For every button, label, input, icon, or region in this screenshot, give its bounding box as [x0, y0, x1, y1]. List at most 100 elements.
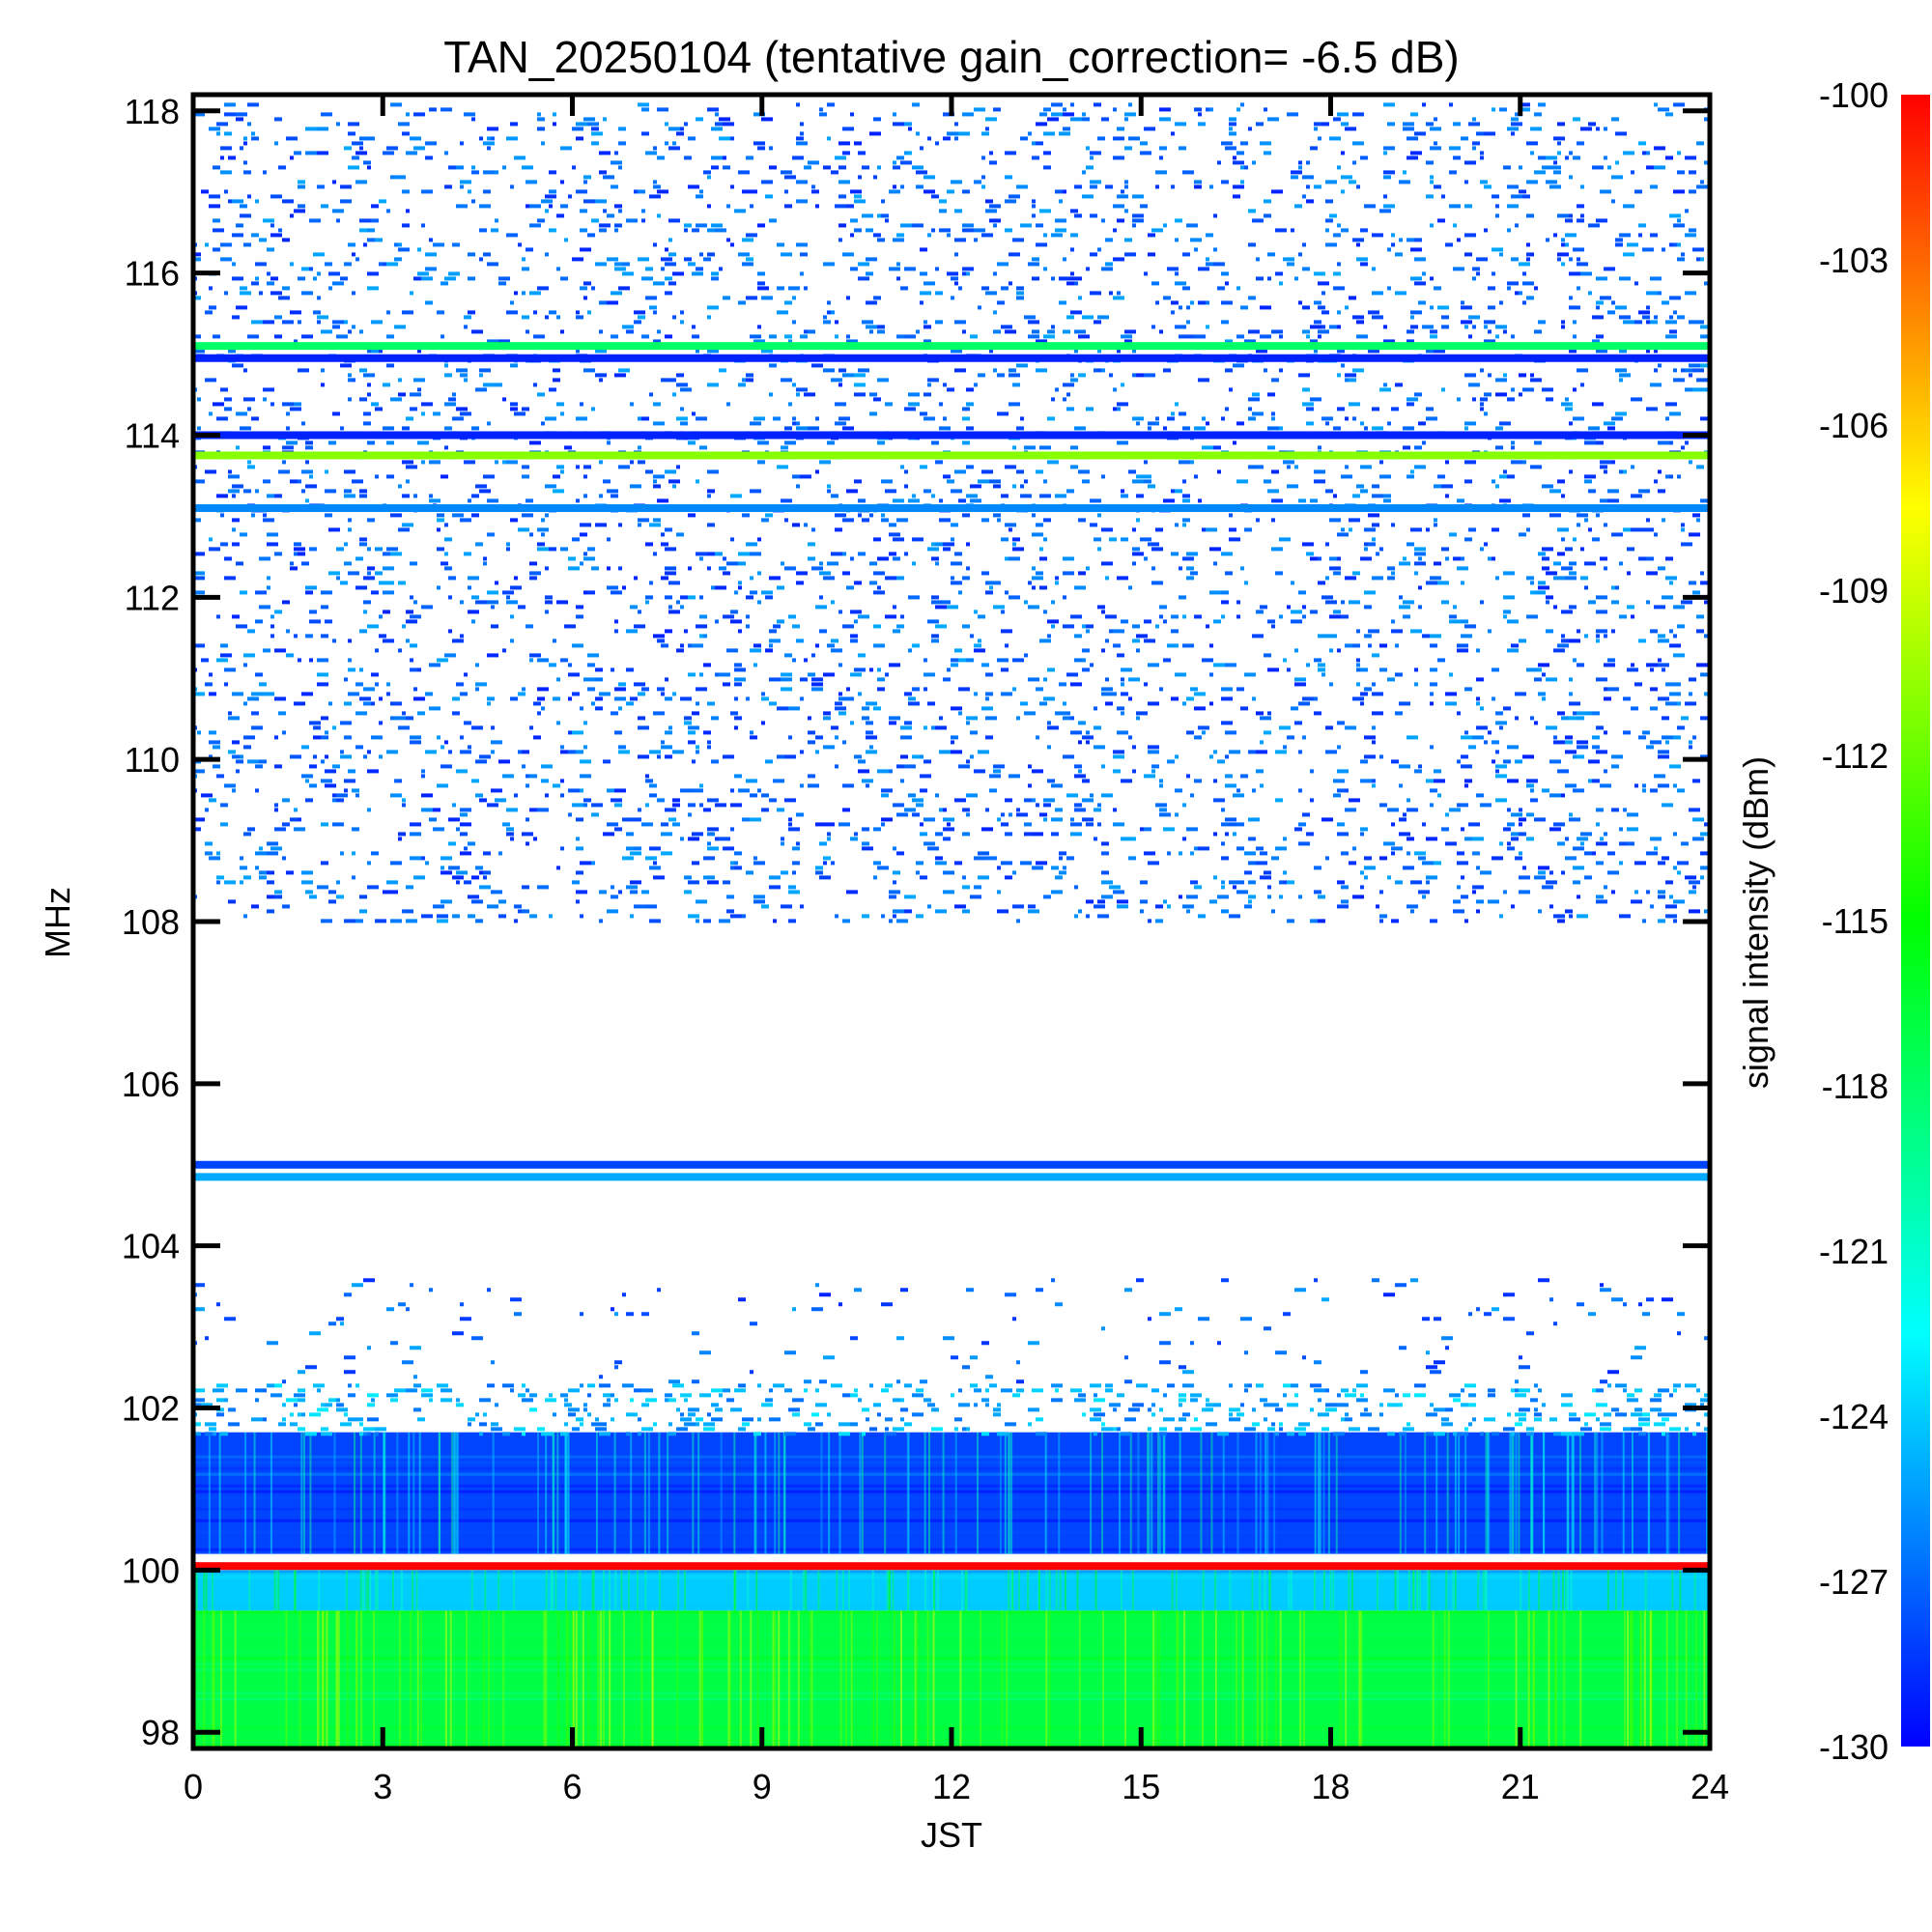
heatmap-streak	[234, 1610, 237, 1748]
heatmap-streak	[893, 1610, 895, 1748]
heatmap-cell	[1136, 518, 1140, 523]
heatmap-cell	[893, 629, 900, 634]
heatmap-cell	[1182, 252, 1190, 257]
heatmap-cell	[1256, 711, 1264, 716]
heatmap-streak	[772, 1610, 775, 1748]
heatmap-cell	[618, 706, 622, 711]
heatmap-cell	[692, 1379, 699, 1384]
heatmap-streak	[595, 1432, 598, 1554]
heatmap-cell	[823, 711, 831, 716]
heatmap-streak	[457, 1432, 460, 1554]
heatmap-cell	[421, 223, 425, 228]
heatmap-cell	[383, 262, 386, 267]
heatmap-cell	[1607, 498, 1619, 503]
heatmap-cell	[1356, 185, 1360, 189]
heatmap-streak	[1010, 1570, 1013, 1611]
heatmap-cell	[363, 701, 371, 706]
heatmap-cell	[1352, 315, 1364, 320]
heatmap-cell	[618, 566, 622, 571]
heatmap-cell	[1314, 1388, 1325, 1393]
heatmap-cell	[460, 185, 464, 189]
heatmap-cell	[1341, 175, 1352, 180]
heatmap-cell	[1372, 692, 1383, 696]
heatmap-cell	[263, 513, 267, 518]
heatmap-cell	[1264, 213, 1271, 218]
heatmap-cell	[1646, 1297, 1654, 1302]
heatmap-cell	[638, 460, 645, 465]
heatmap-cell	[1596, 634, 1600, 639]
heatmap-cell	[1082, 117, 1090, 122]
heatmap-cell	[1604, 663, 1615, 668]
heatmap-cell	[1623, 730, 1631, 735]
heatmap-cell	[1472, 141, 1480, 146]
heatmap-cell	[1325, 180, 1337, 185]
heatmap-cell	[1001, 325, 1012, 329]
heatmap-cell	[614, 1365, 618, 1370]
heatmap-cell	[1287, 262, 1294, 267]
heatmap-cell	[1522, 271, 1526, 276]
heatmap-cell	[1692, 247, 1704, 252]
heatmap-streak	[753, 1432, 756, 1554]
heatmap-cell	[784, 334, 792, 339]
heatmap-cell	[1124, 1379, 1132, 1384]
heatmap-cell	[1202, 1407, 1213, 1412]
heatmap-streak	[1667, 1432, 1670, 1554]
heatmap-cell	[398, 648, 402, 653]
heatmap-cell	[591, 566, 599, 571]
heatmap-streak	[810, 1610, 813, 1748]
heatmap-cell	[835, 735, 838, 740]
heatmap-cell	[1422, 1317, 1430, 1321]
heatmap-streak	[1548, 1610, 1550, 1748]
heatmap-cell	[359, 136, 363, 141]
heatmap-cell	[1039, 494, 1051, 498]
heatmap-streak	[359, 1570, 362, 1611]
heatmap-cell	[1209, 107, 1213, 112]
heatmap-cell	[1592, 735, 1600, 740]
heatmap-cell	[398, 1302, 406, 1307]
heatmap-cell	[213, 1432, 216, 1436]
heatmap-cell	[236, 305, 247, 310]
heatmap-cell	[1063, 716, 1070, 721]
heatmap-streak	[1512, 1432, 1515, 1554]
heatmap-cell	[270, 233, 282, 238]
heatmap-streak	[1348, 1570, 1350, 1611]
heatmap-cell	[1287, 735, 1294, 740]
heatmap-streak	[1511, 1432, 1514, 1554]
heatmap-cell	[483, 383, 495, 387]
heatmap-cell	[537, 658, 549, 663]
heatmap-cell	[1179, 1417, 1186, 1422]
heatmap-cell	[1252, 1407, 1256, 1412]
heatmap-cell	[1047, 634, 1051, 639]
heatmap-cell	[1039, 585, 1047, 590]
heatmap-cell	[572, 692, 580, 696]
heatmap-cell	[1430, 576, 1441, 581]
heatmap-cell	[1221, 590, 1229, 595]
heatmap-cell	[753, 643, 761, 648]
heatmap-cell	[363, 421, 371, 426]
heatmap-cell	[363, 412, 371, 416]
heatmap-cell	[1090, 1383, 1101, 1388]
heatmap-cell	[1642, 247, 1654, 252]
heatmap-cell	[1372, 576, 1383, 581]
heatmap-streak	[1360, 1610, 1363, 1748]
heatmap-cell	[661, 643, 668, 648]
heatmap-cell	[591, 701, 595, 706]
heatmap-cell	[429, 238, 433, 242]
heatmap-cell	[1619, 276, 1631, 281]
heatmap-streak	[1404, 1432, 1406, 1554]
heatmap-cell	[1426, 581, 1437, 585]
heatmap-cell	[1016, 363, 1028, 368]
heatmap-cell	[1619, 561, 1623, 566]
heatmap-cell	[556, 267, 560, 271]
heatmap-cell	[947, 271, 958, 276]
heatmap-cell	[1484, 392, 1492, 397]
heatmap-cell	[1503, 706, 1511, 711]
heatmap-cell	[1414, 392, 1422, 397]
heatmap-cell	[1016, 291, 1024, 296]
heatmap-cell	[363, 242, 367, 247]
heatmap-cell	[386, 474, 394, 479]
heatmap-cell	[1410, 276, 1422, 281]
heatmap-cell	[626, 701, 634, 706]
heatmap-cell	[653, 339, 661, 344]
